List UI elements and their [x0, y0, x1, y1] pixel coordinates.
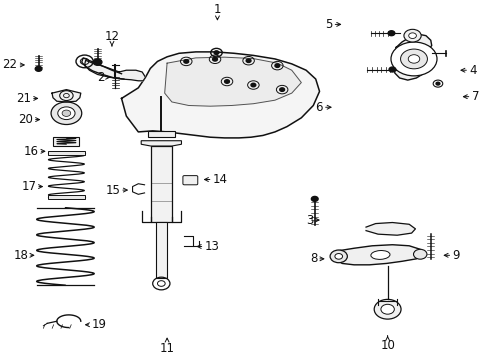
- Text: 20: 20: [18, 113, 33, 126]
- Polygon shape: [164, 57, 301, 106]
- Text: 18: 18: [13, 249, 28, 262]
- Text: 8: 8: [309, 252, 317, 265]
- Ellipse shape: [370, 251, 389, 260]
- Text: 15: 15: [105, 184, 120, 197]
- FancyBboxPatch shape: [183, 176, 197, 185]
- Circle shape: [413, 249, 426, 259]
- Text: 1: 1: [213, 3, 221, 15]
- Text: 10: 10: [379, 339, 394, 352]
- Bar: [53, 137, 79, 146]
- Text: 19: 19: [91, 318, 106, 331]
- Circle shape: [51, 102, 81, 125]
- Circle shape: [390, 42, 436, 76]
- Circle shape: [387, 31, 394, 36]
- Polygon shape: [392, 34, 431, 80]
- Circle shape: [380, 304, 393, 314]
- Circle shape: [403, 29, 420, 42]
- Text: 9: 9: [451, 249, 459, 262]
- Circle shape: [58, 107, 75, 120]
- Text: 14: 14: [212, 173, 227, 186]
- Circle shape: [93, 59, 102, 65]
- Text: 22: 22: [2, 58, 18, 71]
- Text: 17: 17: [21, 180, 36, 193]
- Circle shape: [62, 110, 71, 116]
- Bar: [48, 151, 84, 155]
- Circle shape: [245, 59, 250, 63]
- Bar: [155, 222, 167, 278]
- Text: 7: 7: [470, 90, 478, 103]
- Polygon shape: [366, 222, 415, 235]
- Circle shape: [250, 83, 255, 87]
- Text: 13: 13: [204, 240, 219, 253]
- Text: 4: 4: [468, 64, 476, 77]
- Bar: [147, 131, 174, 137]
- Circle shape: [183, 60, 188, 63]
- Polygon shape: [122, 52, 319, 138]
- Polygon shape: [141, 141, 181, 146]
- Text: 16: 16: [23, 145, 39, 158]
- Circle shape: [407, 55, 419, 63]
- Circle shape: [388, 67, 395, 72]
- Circle shape: [311, 197, 318, 201]
- Text: 12: 12: [104, 30, 119, 43]
- Text: 3: 3: [305, 213, 313, 226]
- Circle shape: [400, 49, 427, 69]
- Circle shape: [35, 66, 42, 71]
- Circle shape: [214, 51, 219, 54]
- Circle shape: [329, 250, 346, 263]
- Text: 21: 21: [16, 92, 31, 105]
- Bar: [150, 146, 171, 222]
- Circle shape: [224, 80, 229, 83]
- Polygon shape: [52, 90, 81, 102]
- Text: 2: 2: [97, 71, 104, 84]
- Text: 5: 5: [325, 18, 332, 31]
- Circle shape: [373, 300, 400, 319]
- Polygon shape: [84, 60, 145, 81]
- Text: 6: 6: [315, 101, 322, 114]
- Bar: [48, 195, 84, 199]
- Circle shape: [279, 88, 284, 91]
- Circle shape: [212, 58, 217, 61]
- Text: 11: 11: [159, 342, 174, 355]
- Circle shape: [435, 82, 439, 85]
- Polygon shape: [335, 245, 421, 265]
- Circle shape: [334, 253, 342, 259]
- Circle shape: [432, 80, 442, 87]
- Circle shape: [408, 33, 416, 39]
- Circle shape: [274, 64, 279, 67]
